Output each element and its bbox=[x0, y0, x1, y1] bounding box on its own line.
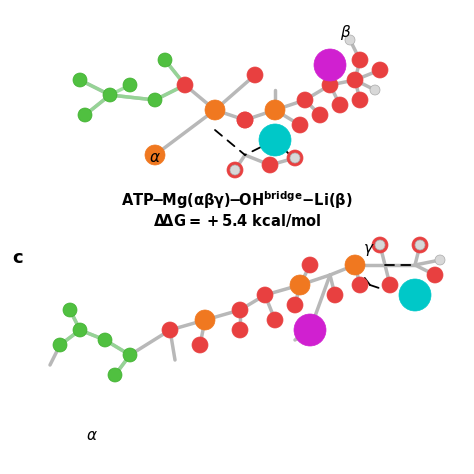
Text: c: c bbox=[12, 249, 23, 267]
Circle shape bbox=[148, 93, 162, 107]
Circle shape bbox=[352, 52, 368, 68]
Circle shape bbox=[302, 257, 318, 273]
Circle shape bbox=[259, 124, 291, 156]
Text: γ: γ bbox=[364, 240, 373, 255]
Circle shape bbox=[177, 77, 193, 93]
Circle shape bbox=[345, 255, 365, 275]
Circle shape bbox=[382, 277, 398, 293]
Circle shape bbox=[53, 338, 67, 352]
Circle shape bbox=[347, 72, 363, 88]
Circle shape bbox=[332, 97, 348, 113]
Circle shape bbox=[205, 100, 225, 120]
Circle shape bbox=[267, 312, 283, 328]
Circle shape bbox=[103, 88, 117, 102]
Text: α: α bbox=[87, 428, 97, 443]
Circle shape bbox=[247, 67, 263, 83]
Circle shape bbox=[63, 303, 77, 317]
Circle shape bbox=[372, 62, 388, 78]
Circle shape bbox=[237, 112, 253, 128]
Circle shape bbox=[352, 277, 368, 293]
Circle shape bbox=[257, 287, 273, 303]
Circle shape bbox=[399, 279, 431, 311]
Circle shape bbox=[195, 310, 215, 330]
Circle shape bbox=[230, 165, 240, 175]
Circle shape bbox=[265, 100, 285, 120]
Circle shape bbox=[297, 92, 313, 108]
Circle shape bbox=[192, 337, 208, 353]
Circle shape bbox=[375, 240, 385, 250]
Circle shape bbox=[290, 153, 300, 163]
Circle shape bbox=[73, 323, 87, 337]
Text: $\mathbf{ATP\!\!-\!\!Mg(\alpha\beta\gamma)\!\!-\!\!OH}$$^{\mathbf{bridge}}$$\mat: $\mathbf{ATP\!\!-\!\!Mg(\alpha\beta\gamm… bbox=[121, 189, 353, 211]
Circle shape bbox=[145, 145, 165, 165]
Text: α: α bbox=[150, 151, 160, 165]
Circle shape bbox=[372, 237, 388, 253]
Circle shape bbox=[108, 368, 122, 382]
Circle shape bbox=[294, 314, 326, 346]
Circle shape bbox=[290, 275, 310, 295]
Circle shape bbox=[352, 92, 368, 108]
Circle shape bbox=[415, 240, 425, 250]
Circle shape bbox=[287, 297, 303, 313]
Circle shape bbox=[327, 287, 343, 303]
Circle shape bbox=[158, 53, 172, 67]
Circle shape bbox=[73, 73, 87, 87]
Circle shape bbox=[427, 267, 443, 283]
Circle shape bbox=[123, 78, 137, 92]
Circle shape bbox=[262, 157, 278, 173]
Circle shape bbox=[78, 108, 92, 122]
Circle shape bbox=[370, 85, 380, 95]
Circle shape bbox=[232, 322, 248, 338]
Circle shape bbox=[412, 237, 428, 253]
Circle shape bbox=[162, 322, 178, 338]
Circle shape bbox=[123, 348, 137, 362]
Circle shape bbox=[292, 117, 308, 133]
Circle shape bbox=[287, 150, 303, 166]
Circle shape bbox=[232, 302, 248, 318]
Circle shape bbox=[435, 255, 445, 265]
Text: β: β bbox=[340, 25, 350, 39]
Text: $\mathbf{\Delta\!\Delta G = +5.4\ kcal/mol}$: $\mathbf{\Delta\!\Delta G = +5.4\ kcal/m… bbox=[153, 211, 321, 228]
Circle shape bbox=[237, 112, 253, 128]
Circle shape bbox=[322, 77, 338, 93]
Circle shape bbox=[227, 162, 243, 178]
Circle shape bbox=[98, 333, 112, 347]
Circle shape bbox=[345, 35, 355, 45]
Circle shape bbox=[312, 107, 328, 123]
Circle shape bbox=[314, 49, 346, 81]
